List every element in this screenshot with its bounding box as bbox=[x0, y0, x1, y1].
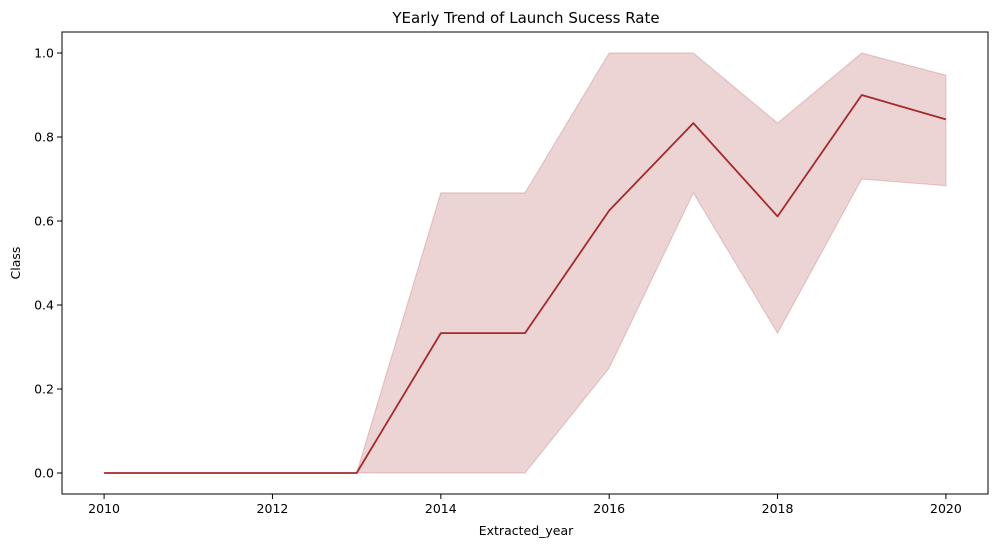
x-tick-label: 2016 bbox=[593, 501, 625, 516]
x-tick-label: 2014 bbox=[425, 501, 457, 516]
x-axis-label: Extracted_year bbox=[479, 523, 574, 538]
x-tick-label: 2010 bbox=[88, 501, 120, 516]
x-tick-label: 2020 bbox=[930, 501, 962, 516]
y-tick-label: 0.8 bbox=[34, 130, 54, 145]
y-axis-label: Class bbox=[8, 247, 23, 280]
series-line-0 bbox=[104, 94, 947, 474]
plot-area: 2010 2012 2014 2016 2018 2020 0.0 0.2 0.4 0.6 0.8 1… bbox=[34, 31, 989, 516]
plot-frame bbox=[61, 31, 989, 495]
y-tick-label: 1.0 bbox=[34, 46, 54, 61]
y-tick-label: 0.0 bbox=[34, 466, 54, 481]
confidence-band-0 bbox=[104, 52, 947, 474]
y-tick-label: 0.4 bbox=[34, 298, 54, 313]
chart-title: YEarly Trend of Launch Sucess Rate bbox=[391, 9, 659, 27]
x-tick-label: 2018 bbox=[762, 501, 794, 516]
y-tick-label: 0.2 bbox=[34, 382, 54, 397]
x-tick-label: 2012 bbox=[257, 501, 289, 516]
y-tick-label: 0.6 bbox=[34, 214, 54, 229]
